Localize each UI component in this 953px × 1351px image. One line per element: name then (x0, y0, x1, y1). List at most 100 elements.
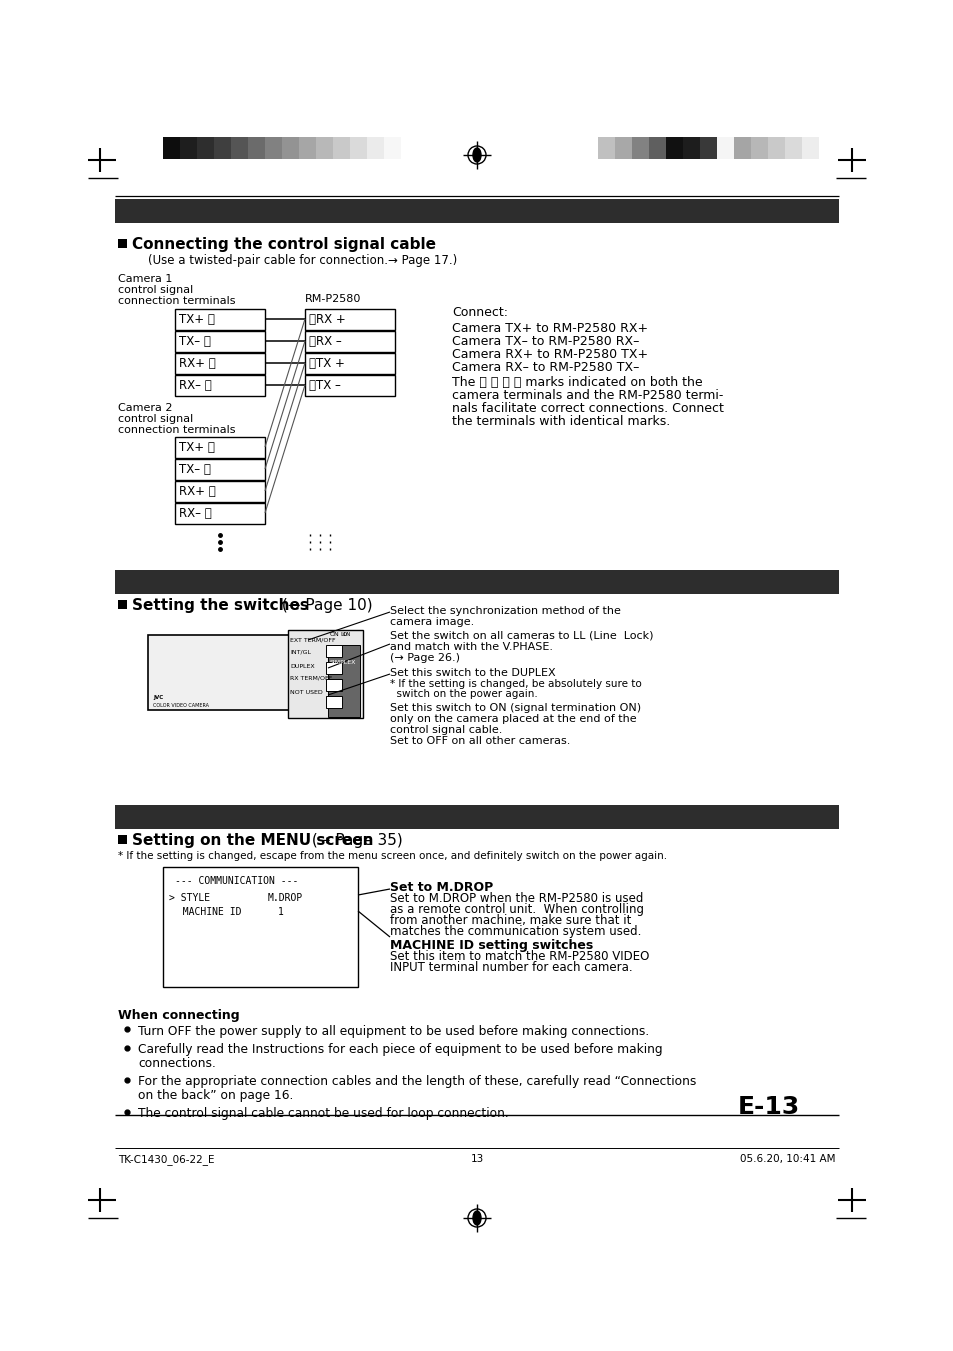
Text: connection terminals: connection terminals (118, 426, 235, 435)
Text: Set to OFF on all other cameras.: Set to OFF on all other cameras. (390, 736, 570, 746)
Bar (174, 353, 265, 374)
Text: (→ Page 26.): (→ Page 26.) (390, 653, 459, 663)
Text: RX– Ⓓ: RX– Ⓓ (179, 380, 212, 392)
Text: connections.: connections. (138, 1056, 215, 1070)
Bar (174, 309, 265, 330)
Bar (298, 136, 315, 159)
Text: RX TERM/OFF: RX TERM/OFF (290, 676, 332, 681)
Bar (282, 136, 298, 159)
Text: (→ Page 35): (→ Page 35) (307, 834, 402, 848)
Text: Camera RX– to RM-P2580 TX–: Camera RX– to RM-P2580 TX– (452, 361, 639, 374)
Bar (784, 136, 801, 159)
Text: The control signal cable cannot be used for loop connection.: The control signal cable cannot be used … (138, 1108, 508, 1120)
Bar (801, 136, 818, 159)
Text: For the appropriate connection cables and the length of these, carefully read “C: For the appropriate connection cables an… (138, 1075, 696, 1089)
Text: RX– Ⓓ: RX– Ⓓ (179, 507, 212, 520)
Text: control signal cable.: control signal cable. (390, 725, 502, 735)
Text: ON: ON (343, 632, 351, 638)
Text: --- COMMUNICATION ---: --- COMMUNICATION --- (174, 875, 298, 886)
Text: COLOR VIDEO CAMERA: COLOR VIDEO CAMERA (152, 703, 209, 708)
Bar (326, 696, 341, 708)
Text: switch on the power again.: switch on the power again. (390, 689, 537, 698)
Bar (148, 635, 363, 711)
Text: (Use a twisted-pair cable for connection.→ Page 17.): (Use a twisted-pair cable for connection… (148, 254, 456, 267)
Text: Carefully read the Instructions for each piece of equipment to be used before ma: Carefully read the Instructions for each… (138, 1043, 662, 1056)
Text: RM-P2580: RM-P2580 (305, 295, 361, 304)
Bar (665, 136, 682, 159)
Text: connection terminals: connection terminals (118, 296, 235, 305)
Text: 1: 1 (277, 907, 284, 917)
Bar (115, 570, 838, 594)
Text: ⒷRX –: ⒷRX – (309, 335, 341, 349)
Text: ⒹTX –: ⒹTX – (309, 380, 340, 392)
Text: TX+ Ⓐ: TX+ Ⓐ (179, 313, 214, 326)
Text: RX+ Ⓒ: RX+ Ⓒ (179, 485, 215, 499)
Text: INT/GL: INT/GL (290, 650, 311, 655)
Text: Set this switch to the DUPLEX: Set this switch to the DUPLEX (390, 667, 555, 678)
Text: > STYLE: > STYLE (169, 893, 210, 902)
Text: camera image.: camera image. (390, 617, 474, 627)
Text: TX– Ⓑ: TX– Ⓑ (179, 335, 211, 349)
Text: Camera 1: Camera 1 (118, 274, 172, 284)
Bar (700, 136, 717, 159)
Text: Camera TX– to RM-P2580 RX–: Camera TX– to RM-P2580 RX– (452, 335, 639, 349)
Bar (118, 835, 127, 844)
Text: on the back” on page 16.: on the back” on page 16. (138, 1089, 294, 1102)
Circle shape (161, 650, 205, 694)
Text: TK-C1430_06-22_E: TK-C1430_06-22_E (118, 1154, 214, 1165)
Circle shape (169, 658, 196, 686)
Bar (115, 199, 838, 223)
Bar (717, 136, 733, 159)
Text: EXT TERM/OFF: EXT TERM/OFF (290, 638, 335, 643)
Text: MACHINE ID setting switches: MACHINE ID setting switches (390, 939, 593, 952)
Text: ⒸTX +: ⒸTX + (309, 357, 345, 370)
Bar (598, 136, 615, 159)
Text: TX– Ⓑ: TX– Ⓑ (179, 463, 211, 476)
Text: Set this item to match the RM-P2580 VIDEO: Set this item to match the RM-P2580 VIDE… (390, 950, 649, 963)
Bar (115, 805, 838, 830)
Text: When connecting: When connecting (118, 1009, 239, 1021)
Ellipse shape (473, 149, 480, 162)
Bar (350, 136, 367, 159)
Bar (163, 867, 357, 988)
Text: DUPLEX: DUPLEX (290, 663, 314, 669)
Bar (326, 662, 341, 674)
Bar (733, 136, 750, 159)
Text: Set the switch on all cameras to LL (Line  Lock): Set the switch on all cameras to LL (Lin… (390, 631, 653, 640)
Text: Set this switch to ON (signal termination ON): Set this switch to ON (signal terminatio… (390, 703, 640, 713)
Bar (180, 136, 196, 159)
Text: from another machine, make sure that it: from another machine, make sure that it (390, 915, 631, 927)
Bar (750, 136, 767, 159)
Text: * If the setting is changed, be absolutely sure to: * If the setting is changed, be absolute… (390, 680, 641, 689)
Text: ⒶRX +: ⒶRX + (309, 313, 345, 326)
Text: only on the camera placed at the end of the: only on the camera placed at the end of … (390, 713, 636, 724)
Bar (174, 459, 265, 480)
Bar (767, 136, 784, 159)
Text: Camera RX+ to RM-P2580 TX+: Camera RX+ to RM-P2580 TX+ (452, 349, 647, 361)
Bar (682, 136, 700, 159)
Text: (→ Page 10): (→ Page 10) (276, 598, 373, 613)
Text: Select the synchronization method of the: Select the synchronization method of the (390, 607, 620, 616)
Text: nals facilitate correct connections. Connect: nals facilitate correct connections. Con… (452, 403, 723, 415)
Bar (305, 309, 395, 330)
Text: and match with the V.PHASE.: and match with the V.PHASE. (390, 642, 553, 653)
Bar (265, 136, 282, 159)
Bar (174, 503, 265, 524)
Bar (305, 353, 395, 374)
Text: TX+ Ⓐ: TX+ Ⓐ (179, 440, 214, 454)
Bar (174, 331, 265, 353)
Text: Set to M.DROP: Set to M.DROP (390, 881, 493, 894)
Bar (174, 376, 265, 396)
Text: NOT USED: NOT USED (290, 690, 322, 694)
Text: Setting on the MENU screen: Setting on the MENU screen (132, 834, 374, 848)
Text: ON: ON (330, 632, 339, 638)
Text: camera terminals and the RM-P2580 termi-: camera terminals and the RM-P2580 termi- (452, 389, 722, 403)
Bar (174, 436, 265, 458)
Text: Setting the switches: Setting the switches (132, 598, 309, 613)
Text: Camera 2: Camera 2 (118, 403, 172, 413)
Text: SIMPLEX: SIMPLEX (330, 661, 356, 665)
Text: the terminals with identical marks.: the terminals with identical marks. (452, 415, 670, 428)
Text: Set to M.DROP when the RM-P2580 is used: Set to M.DROP when the RM-P2580 is used (390, 892, 642, 905)
Text: Connecting the control signal cable: Connecting the control signal cable (132, 236, 436, 253)
Text: Connect:: Connect: (452, 305, 507, 319)
